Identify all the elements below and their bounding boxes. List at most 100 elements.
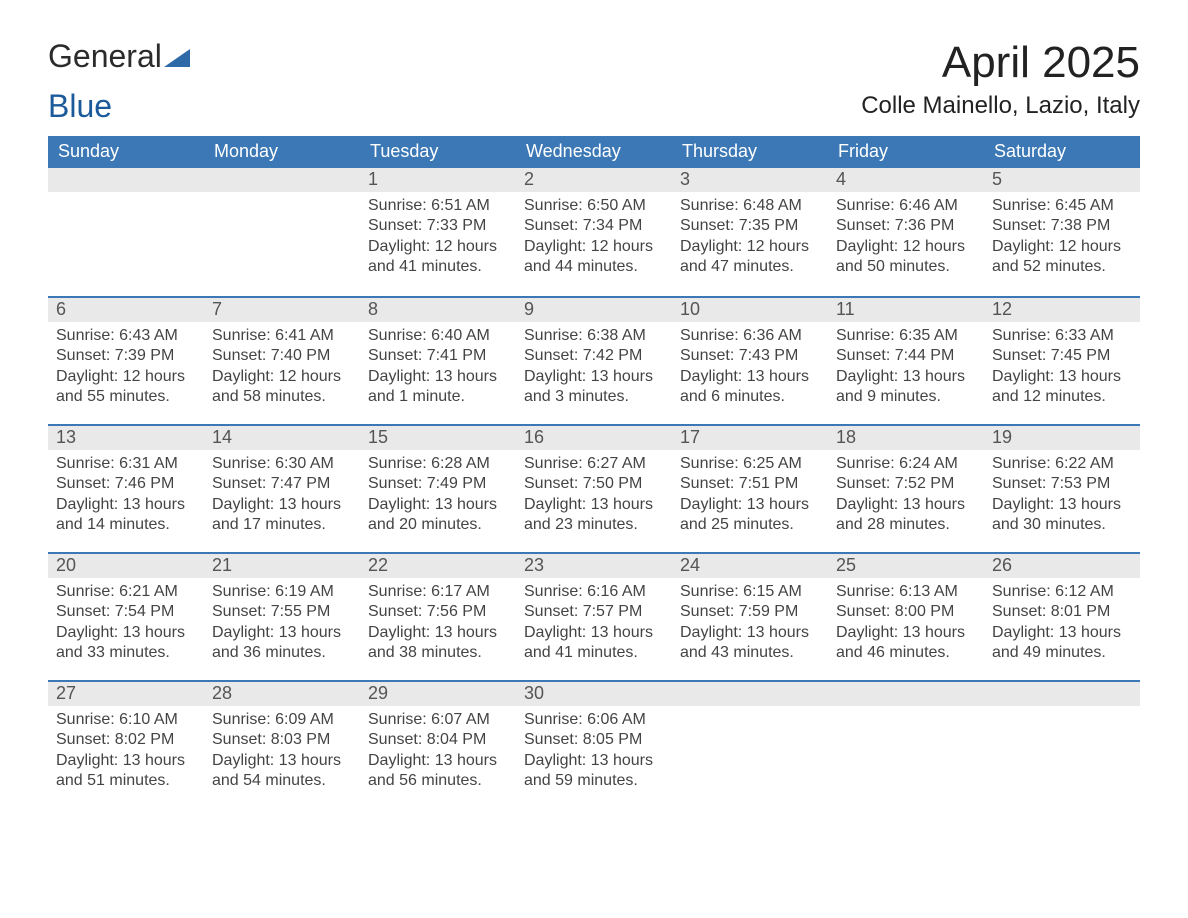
sunset-line: Sunset: 8:02 PM <box>56 730 196 750</box>
day-details: Sunrise: 6:50 AMSunset: 7:34 PMDaylight:… <box>516 192 672 284</box>
day-details: Sunrise: 6:46 AMSunset: 7:36 PMDaylight:… <box>828 192 984 284</box>
day-details: Sunrise: 6:15 AMSunset: 7:59 PMDaylight:… <box>672 578 828 670</box>
day-number: 22 <box>360 552 516 578</box>
calendar-day-cell: 29Sunrise: 6:07 AMSunset: 8:04 PMDayligh… <box>360 680 516 808</box>
sunrise-line: Sunrise: 6:25 AM <box>680 454 820 474</box>
day-details: Sunrise: 6:31 AMSunset: 7:46 PMDaylight:… <box>48 450 204 542</box>
day-details: Sunrise: 6:30 AMSunset: 7:47 PMDaylight:… <box>204 450 360 542</box>
titles: April 2025 Colle Mainello, Lazio, Italy <box>861 40 1140 120</box>
day-number: 20 <box>48 552 204 578</box>
weekday-header: Friday <box>828 136 984 168</box>
weekday-header: Thursday <box>672 136 828 168</box>
sunrise-line: Sunrise: 6:48 AM <box>680 196 820 216</box>
day-number: 21 <box>204 552 360 578</box>
sunrise-line: Sunrise: 6:41 AM <box>212 326 352 346</box>
sunset-line: Sunset: 7:49 PM <box>368 474 508 494</box>
day-details: Sunrise: 6:09 AMSunset: 8:03 PMDaylight:… <box>204 706 360 798</box>
calendar-day-cell <box>48 168 204 296</box>
calendar-day-cell: 24Sunrise: 6:15 AMSunset: 7:59 PMDayligh… <box>672 552 828 680</box>
sunset-line: Sunset: 7:59 PM <box>680 602 820 622</box>
calendar-day-cell: 7Sunrise: 6:41 AMSunset: 7:40 PMDaylight… <box>204 296 360 424</box>
calendar-day-cell: 30Sunrise: 6:06 AMSunset: 8:05 PMDayligh… <box>516 680 672 808</box>
daylight-line: Daylight: 12 hours and 41 minutes. <box>368 237 508 278</box>
sunset-line: Sunset: 7:33 PM <box>368 216 508 236</box>
weekday-header: Wednesday <box>516 136 672 168</box>
sunset-line: Sunset: 7:35 PM <box>680 216 820 236</box>
sunrise-line: Sunrise: 6:36 AM <box>680 326 820 346</box>
day-details: Sunrise: 6:43 AMSunset: 7:39 PMDaylight:… <box>48 322 204 414</box>
sunset-line: Sunset: 7:55 PM <box>212 602 352 622</box>
daylight-line: Daylight: 12 hours and 58 minutes. <box>212 367 352 408</box>
daylight-line: Daylight: 13 hours and 43 minutes. <box>680 623 820 664</box>
calendar-week-row: 6Sunrise: 6:43 AMSunset: 7:39 PMDaylight… <box>48 296 1140 424</box>
calendar-day-cell: 11Sunrise: 6:35 AMSunset: 7:44 PMDayligh… <box>828 296 984 424</box>
daylight-line: Daylight: 12 hours and 50 minutes. <box>836 237 976 278</box>
daylight-line: Daylight: 13 hours and 30 minutes. <box>992 495 1132 536</box>
calendar-week-row: 20Sunrise: 6:21 AMSunset: 7:54 PMDayligh… <box>48 552 1140 680</box>
sunset-line: Sunset: 7:36 PM <box>836 216 976 236</box>
daylight-line: Daylight: 13 hours and 54 minutes. <box>212 751 352 792</box>
daylight-line: Daylight: 13 hours and 1 minute. <box>368 367 508 408</box>
day-number: 4 <box>828 168 984 192</box>
weekday-header-row: Sunday Monday Tuesday Wednesday Thursday… <box>48 136 1140 168</box>
day-number: 14 <box>204 424 360 450</box>
day-number: 9 <box>516 296 672 322</box>
sunrise-line: Sunrise: 6:51 AM <box>368 196 508 216</box>
calendar-day-cell: 9 Sunrise: 6:38 AMSunset: 7:42 PMDaylight… <box>516 296 672 424</box>
day-number-strip <box>828 680 984 706</box>
sunrise-line: Sunrise: 6:46 AM <box>836 196 976 216</box>
month-title: April 2025 <box>861 40 1140 86</box>
sunset-line: Sunset: 7:50 PM <box>524 474 664 494</box>
calendar-day-cell: 26Sunrise: 6:12 AMSunset: 8:01 PMDayligh… <box>984 552 1140 680</box>
day-details: Sunrise: 6:27 AMSunset: 7:50 PMDaylight:… <box>516 450 672 542</box>
calendar-day-cell: 27Sunrise: 6:10 AMSunset: 8:02 PMDayligh… <box>48 680 204 808</box>
sunset-line: Sunset: 7:47 PM <box>212 474 352 494</box>
daylight-line: Daylight: 13 hours and 17 minutes. <box>212 495 352 536</box>
sunset-line: Sunset: 7:43 PM <box>680 346 820 366</box>
sunrise-line: Sunrise: 6:09 AM <box>212 710 352 730</box>
daylight-line: Daylight: 12 hours and 47 minutes. <box>680 237 820 278</box>
day-details: Sunrise: 6:13 AMSunset: 8:00 PMDaylight:… <box>828 578 984 670</box>
day-number: 28 <box>204 680 360 706</box>
day-number: 25 <box>828 552 984 578</box>
day-number: 30 <box>516 680 672 706</box>
day-details: Sunrise: 6:21 AMSunset: 7:54 PMDaylight:… <box>48 578 204 670</box>
sunset-line: Sunset: 7:44 PM <box>836 346 976 366</box>
sunrise-line: Sunrise: 6:38 AM <box>524 326 664 346</box>
day-details: Sunrise: 6:12 AMSunset: 8:01 PMDaylight:… <box>984 578 1140 670</box>
sunset-line: Sunset: 7:46 PM <box>56 474 196 494</box>
sunrise-line: Sunrise: 6:12 AM <box>992 582 1132 602</box>
logo: General Blue <box>48 40 190 122</box>
calendar-day-cell: 1 Sunrise: 6:51 AMSunset: 7:33 PMDaylight… <box>360 168 516 296</box>
day-number: 3 <box>672 168 828 192</box>
sunrise-line: Sunrise: 6:13 AM <box>836 582 976 602</box>
daylight-line: Daylight: 13 hours and 36 minutes. <box>212 623 352 664</box>
location: Colle Mainello, Lazio, Italy <box>861 92 1140 120</box>
sunrise-line: Sunrise: 6:45 AM <box>992 196 1132 216</box>
day-number: 11 <box>828 296 984 322</box>
day-details: Sunrise: 6:10 AMSunset: 8:02 PMDaylight:… <box>48 706 204 798</box>
day-details: Sunrise: 6:16 AMSunset: 7:57 PMDaylight:… <box>516 578 672 670</box>
calendar-day-cell: 25Sunrise: 6:13 AMSunset: 8:00 PMDayligh… <box>828 552 984 680</box>
daylight-line: Daylight: 13 hours and 3 minutes. <box>524 367 664 408</box>
daylight-line: Daylight: 13 hours and 56 minutes. <box>368 751 508 792</box>
calendar-week-row: 1Sunrise: 6:51 AMSunset: 7:33 PMDaylight… <box>48 168 1140 296</box>
day-number: 12 <box>984 296 1140 322</box>
day-number: 16 <box>516 424 672 450</box>
calendar-day-cell: 17Sunrise: 6:25 AMSunset: 7:51 PMDayligh… <box>672 424 828 552</box>
daylight-line: Daylight: 12 hours and 52 minutes. <box>992 237 1132 278</box>
day-number: 23 <box>516 552 672 578</box>
sunrise-line: Sunrise: 6:27 AM <box>524 454 664 474</box>
sunrise-line: Sunrise: 6:17 AM <box>368 582 508 602</box>
sunrise-line: Sunrise: 6:28 AM <box>368 454 508 474</box>
sunset-line: Sunset: 8:05 PM <box>524 730 664 750</box>
sunrise-line: Sunrise: 6:31 AM <box>56 454 196 474</box>
day-details: Sunrise: 6:25 AMSunset: 7:51 PMDaylight:… <box>672 450 828 542</box>
calendar-day-cell <box>984 680 1140 808</box>
day-number-strip <box>48 168 204 192</box>
sunset-line: Sunset: 7:42 PM <box>524 346 664 366</box>
sunset-line: Sunset: 7:52 PM <box>836 474 976 494</box>
calendar-day-cell <box>672 680 828 808</box>
daylight-line: Daylight: 12 hours and 55 minutes. <box>56 367 196 408</box>
day-number: 1 <box>360 168 516 192</box>
